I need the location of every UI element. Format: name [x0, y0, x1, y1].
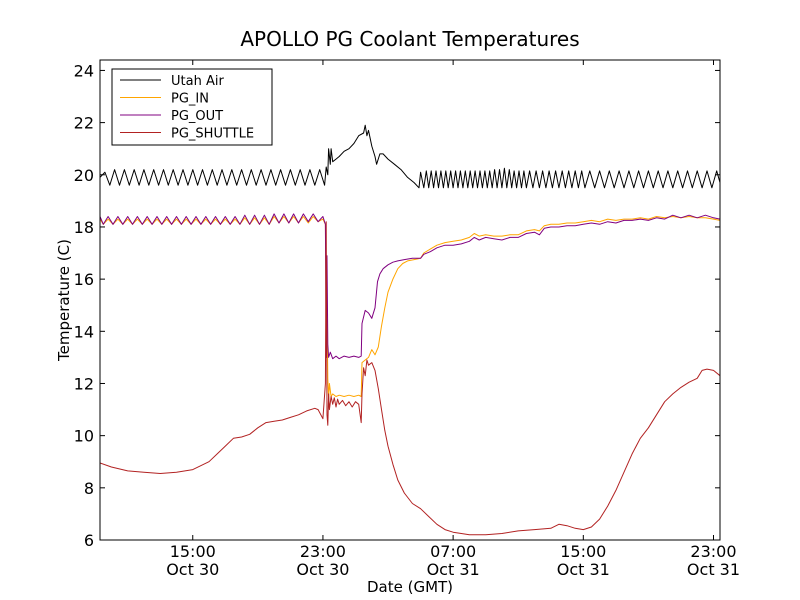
series-line-pg-out [100, 213, 720, 360]
y-tick-label: 14 [74, 322, 94, 341]
x-tick-label-time: 07:00 [430, 542, 476, 561]
chart-title: APOLLO PG Coolant Temperatures [240, 27, 579, 51]
x-tick-label-time: 23:00 [690, 542, 736, 561]
y-tick-label: 16 [74, 270, 94, 289]
x-axis-label: Date (GMT) [367, 578, 453, 596]
x-tick-label-time: 23:00 [300, 542, 346, 561]
legend-label-pg-out: PG_OUT [171, 109, 223, 124]
series-line-utah-air [100, 124, 720, 189]
x-tick-label-date: Oct 31 [427, 560, 480, 579]
series-line-pg-shuttle [100, 221, 720, 536]
y-tick-label: 22 [74, 114, 94, 133]
series-layer [100, 124, 720, 536]
y-tick-label: 6 [84, 531, 94, 550]
y-tick-label: 10 [74, 427, 94, 446]
x-tick-label-date: Oct 31 [557, 560, 610, 579]
legend-label-utah-air: Utah Air [171, 74, 224, 89]
x-tick-label-date: Oct 30 [166, 560, 219, 579]
x-tick-label-date: Oct 31 [687, 560, 740, 579]
legend-label-pg-shuttle: PG_SHUTTLE [171, 127, 254, 142]
y-tick-label: 8 [84, 479, 94, 498]
y-tick-label: 24 [74, 61, 94, 80]
y-tick-label: 18 [74, 218, 94, 237]
x-tick-label-date: Oct 30 [296, 560, 349, 579]
plot-frame [99, 59, 721, 541]
y-axis-label: Temperature (C) [55, 239, 73, 362]
x-tick-label-time: 15:00 [170, 542, 216, 561]
x-tick-label-time: 15:00 [560, 542, 606, 561]
y-tick-label: 20 [74, 166, 94, 185]
legend-label-pg-in: PG_IN [171, 92, 209, 107]
legend: Utah Air PG_IN PG_OUT PG_SHUTTLE [111, 68, 273, 146]
y-tick-label: 12 [74, 374, 94, 393]
